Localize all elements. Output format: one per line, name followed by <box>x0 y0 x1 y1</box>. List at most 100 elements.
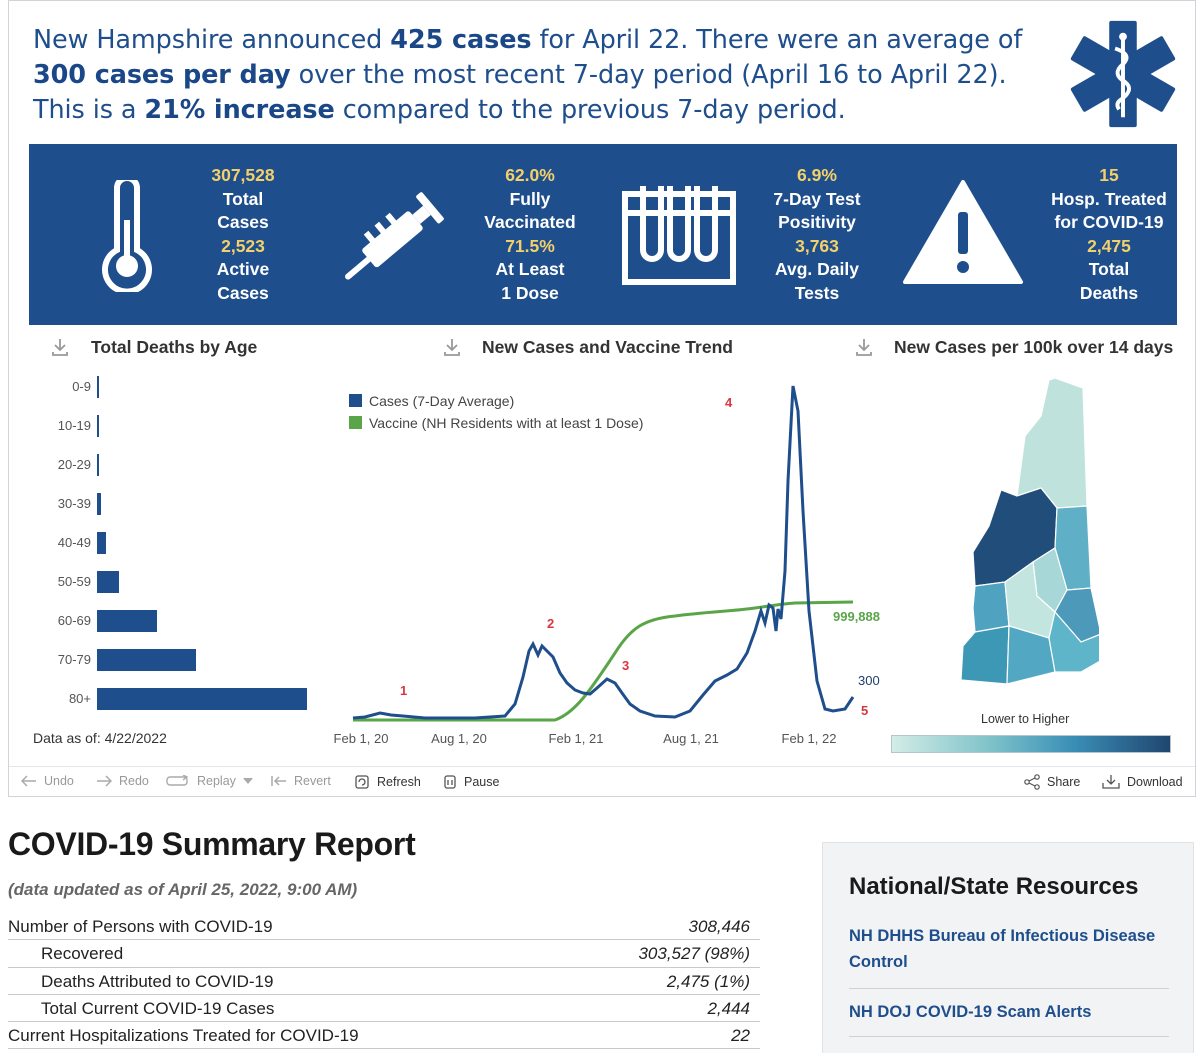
age-bar[interactable] <box>97 376 99 398</box>
pause-label: Pause <box>464 775 500 789</box>
download-icon[interactable] <box>443 337 461 357</box>
fully-vaccinated-value: 62.0% <box>505 165 555 185</box>
table-row: Current Hospitalizations Treated for COV… <box>8 1022 760 1050</box>
star-of-life-icon <box>1070 20 1176 128</box>
stat-label: Vaccinated <box>484 212 576 232</box>
county-cheshire[interactable] <box>960 625 1010 685</box>
table-row: Recovered 303,527 (98%) <box>8 940 760 968</box>
share-button[interactable]: Share <box>1024 774 1080 790</box>
test-tubes-icon <box>622 186 736 285</box>
age-bar[interactable] <box>97 649 196 671</box>
download-icon[interactable] <box>855 337 873 357</box>
stat-hospital: 15 Hosp. Treated for COVID-19 2,475 Tota… <box>1044 164 1174 305</box>
age-label: 40-49 <box>57 535 91 550</box>
annotation-1: 1 <box>400 683 407 698</box>
legend-swatch-cases <box>349 394 362 407</box>
stat-label: Fully <box>509 188 551 209</box>
download-tray-icon <box>1102 775 1120 789</box>
row-value: 22 <box>731 1026 750 1046</box>
county-coos[interactable] <box>1016 377 1088 509</box>
row-label: Current Hospitalizations Treated for COV… <box>8 1026 359 1046</box>
stat-label: Tests <box>794 282 840 303</box>
resources-title: National/State Resources <box>849 873 1139 900</box>
download-button[interactable]: Download <box>1102 774 1183 790</box>
stat-label: Positivity <box>778 212 856 232</box>
one-dose-value: 71.5% <box>505 235 555 256</box>
trend-title: New Cases and Vaccine Trend <box>482 337 733 357</box>
replay-label: Replay <box>197 774 236 788</box>
revert-button[interactable]: Revert <box>271 774 331 788</box>
age-label: 50-59 <box>57 574 91 589</box>
download-icon[interactable] <box>51 337 69 357</box>
headline-daily-cases: 425 cases <box>390 25 532 55</box>
headline-text: compared to the previous 7-day period. <box>334 95 846 125</box>
stat-label: Total <box>1088 259 1130 279</box>
cases-vaccine-trend-chart: Cases (7-Day Average) Vaccine (NH Reside… <box>334 385 880 746</box>
stat-label: Total <box>222 188 264 209</box>
chevron-down-icon[interactable] <box>242 778 253 784</box>
revert-label: Revert <box>294 774 331 788</box>
age-bar[interactable] <box>97 493 101 515</box>
headline-text: over the most recent 7-day period (April… <box>33 60 1007 125</box>
data-as-of: Data as of: 4/22/2022 <box>33 730 167 746</box>
county-sullivan[interactable] <box>972 581 1010 633</box>
report-updated-note: (data updated as of April 25, 2022, 9:00… <box>8 880 358 899</box>
age-bar[interactable] <box>97 454 99 476</box>
refresh-icon <box>355 775 369 789</box>
headline-change: 21% increase <box>144 95 335 125</box>
summary-table: Number of Persons with COVID-19 308,446 R… <box>8 913 760 1050</box>
age-bar[interactable] <box>97 415 99 437</box>
stat-label: 1 Dose <box>501 282 559 303</box>
total-deaths-value: 2,475 <box>1087 235 1131 256</box>
age-bar[interactable] <box>97 571 119 593</box>
link-nh-doj-scam-alerts[interactable]: NH DOJ COVID-19 Scam Alerts <box>849 1003 1092 1021</box>
replay-icon <box>166 775 189 786</box>
row-value: 2,444 <box>707 998 750 1018</box>
age-bar[interactable] <box>97 688 307 710</box>
cases-line <box>352 385 855 720</box>
cases-end-label: 300 <box>858 673 880 688</box>
divider <box>849 1036 1169 1037</box>
revert-icon <box>271 776 286 786</box>
row-value: 308,446 <box>688 917 750 936</box>
age-label: 80+ <box>68 691 91 706</box>
stat-label: At Least <box>495 259 565 279</box>
redo-button[interactable]: Redo <box>96 774 149 788</box>
stat-label: Deaths <box>1079 282 1139 303</box>
pause-button[interactable]: Pause <box>443 774 499 790</box>
stat-label: Cases <box>217 282 269 303</box>
age-bar[interactable] <box>97 532 106 554</box>
thermometer-icon <box>102 180 152 292</box>
county-rockingham[interactable] <box>1048 610 1099 673</box>
age-label: 10-19 <box>57 418 91 433</box>
stat-vaccination: 62.0% Fully Vaccinated 71.5% At Least 1 … <box>470 164 590 305</box>
row-label: Recovered <box>41 944 124 964</box>
stat-label: Cases <box>217 212 269 232</box>
active-cases-value: 2,523 <box>221 235 265 256</box>
stat-label: Hosp. Treated <box>1051 188 1167 209</box>
x-tick-label: Feb 1, 22 <box>782 731 837 746</box>
undo-label: Undo <box>44 774 74 788</box>
undo-button[interactable]: Undo <box>21 774 74 788</box>
replay-button[interactable]: Replay <box>166 774 253 788</box>
age-bar[interactable] <box>97 610 157 632</box>
dashboard-embed: New Hampshire announced 425 cases for Ap… <box>8 0 1196 797</box>
deaths-by-age-title: Total Deaths by Age <box>91 337 258 357</box>
nh-county-map <box>960 377 1099 685</box>
row-label: Deaths Attributed to COVID-19 <box>41 971 274 991</box>
divider <box>849 988 1169 989</box>
age-label: 60-69 <box>57 613 91 628</box>
annotation-4: 4 <box>725 395 733 410</box>
stat-cases: 307,528 Total Cases 2,523 Active Cases <box>183 164 303 305</box>
arrow-left-icon <box>21 775 36 787</box>
row-label: Number of Persons with COVID-19 <box>8 917 273 936</box>
warning-icon <box>903 180 1023 284</box>
stat-label: for COVID-19 <box>1054 212 1164 232</box>
map-title: New Cases per 100k over 14 days <box>894 337 1174 357</box>
share-label: Share <box>1047 775 1081 789</box>
x-tick-label: Aug 1, 21 <box>663 731 719 746</box>
refresh-button[interactable]: Refresh <box>354 774 421 790</box>
link-nh-dhhs[interactable]: NH DHHS Bureau of Infectious Disease Con… <box>849 927 1156 971</box>
resources-panel: National/State Resources NH DHHS Bureau … <box>822 842 1194 1053</box>
headline-summary: New Hampshire announced 425 cases for Ap… <box>33 23 1063 128</box>
